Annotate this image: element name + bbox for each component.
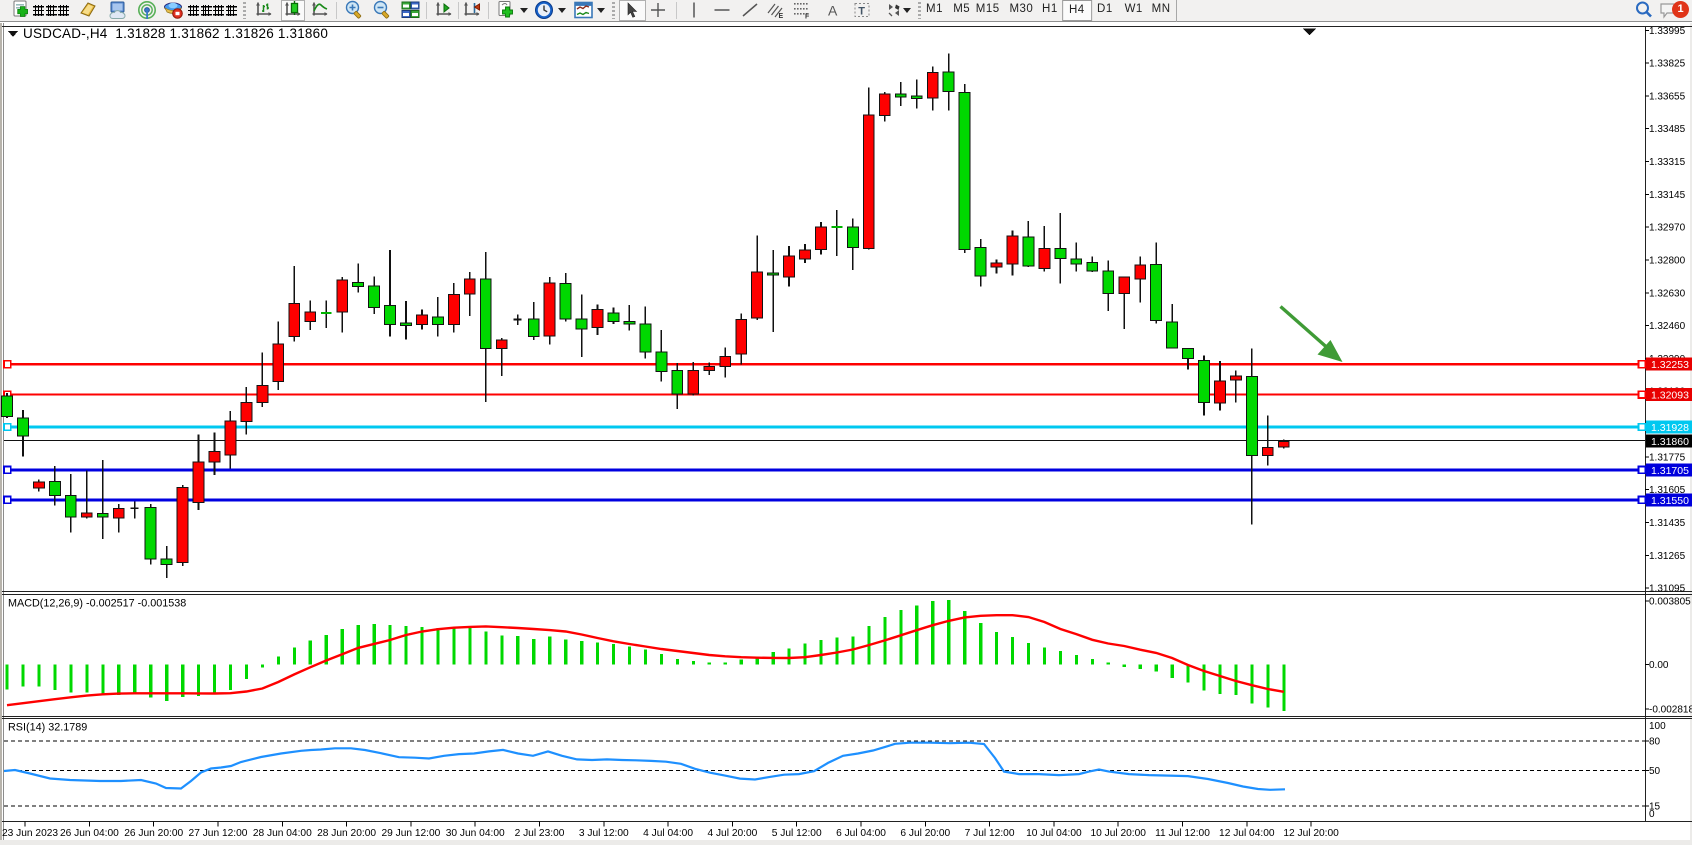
svg-text:23 Jun 2023: 23 Jun 2023 [2, 828, 58, 839]
svg-text:1.32630: 1.32630 [1649, 288, 1686, 299]
svg-text:1.33825: 1.33825 [1649, 59, 1686, 70]
svg-text:RSI(14) 32.1789: RSI(14) 32.1789 [8, 722, 87, 734]
svg-text:USDCAD-,H4 1.31828 1.31862 1.: USDCAD-,H4 1.31828 1.31862 1.31826 1.318… [23, 26, 328, 41]
svg-text:1.32970: 1.32970 [1649, 223, 1686, 234]
svg-text:1.31860: 1.31860 [1651, 436, 1689, 448]
svg-text:10 Jul 04:00: 10 Jul 04:00 [1026, 828, 1082, 839]
svg-text:100: 100 [1649, 721, 1666, 732]
svg-text:1.31265: 1.31265 [1649, 551, 1686, 562]
svg-text:1.33655: 1.33655 [1649, 91, 1686, 102]
svg-text:12 Jul 04:00: 12 Jul 04:00 [1219, 828, 1275, 839]
svg-text:1.32093: 1.32093 [1651, 390, 1689, 402]
svg-text:1.31095: 1.31095 [1649, 584, 1686, 595]
svg-text:1.32460: 1.32460 [1649, 321, 1686, 332]
svg-text:29 Jun 12:00: 29 Jun 12:00 [381, 828, 440, 839]
svg-text:1.32800: 1.32800 [1649, 256, 1686, 267]
svg-text:50: 50 [1649, 766, 1661, 777]
svg-text:1.31550: 1.31550 [1651, 495, 1689, 507]
svg-text:80: 80 [1649, 736, 1661, 747]
svg-text:0: 0 [1649, 809, 1655, 820]
svg-text:1.32253: 1.32253 [1651, 359, 1689, 371]
svg-text:1.31605: 1.31605 [1649, 485, 1686, 496]
svg-text:2 Jul 23:00: 2 Jul 23:00 [515, 828, 565, 839]
svg-text:6 Jul 20:00: 6 Jul 20:00 [900, 828, 950, 839]
svg-text:MACD(12,26,9) -0.002517 -0.001: MACD(12,26,9) -0.002517 -0.001538 [8, 598, 186, 610]
svg-text:A: A [828, 3, 838, 19]
svg-text:3 Jul 12:00: 3 Jul 12:00 [579, 828, 629, 839]
svg-text:1.31435: 1.31435 [1649, 518, 1686, 529]
svg-text:-0.002818: -0.002818 [1649, 704, 1692, 715]
svg-text:28 Jun 20:00: 28 Jun 20:00 [317, 828, 376, 839]
svg-text:26 Jun 20:00: 26 Jun 20:00 [124, 828, 183, 839]
svg-text:F: F [805, 14, 810, 21]
svg-text:5 Jul 12:00: 5 Jul 12:00 [772, 828, 822, 839]
svg-text:0.003805: 0.003805 [1649, 597, 1691, 608]
svg-text:1.31775: 1.31775 [1649, 452, 1686, 463]
svg-text:30 Jun 04:00: 30 Jun 04:00 [446, 828, 505, 839]
svg-text:28 Jun 04:00: 28 Jun 04:00 [253, 828, 312, 839]
svg-text:10 Jul 20:00: 10 Jul 20:00 [1090, 828, 1146, 839]
svg-text:1.33315: 1.33315 [1649, 157, 1686, 168]
svg-text:0.00: 0.00 [1649, 660, 1669, 671]
svg-text:7 Jul 12:00: 7 Jul 12:00 [965, 828, 1015, 839]
svg-text:E: E [779, 13, 784, 20]
svg-text:T: T [858, 6, 865, 18]
svg-text:15: 15 [1649, 802, 1661, 813]
svg-text:1.31928: 1.31928 [1651, 422, 1689, 434]
svg-text:4 Jul 20:00: 4 Jul 20:00 [707, 828, 757, 839]
svg-text:1.33485: 1.33485 [1649, 124, 1686, 135]
svg-text:1.33995: 1.33995 [1649, 26, 1686, 37]
svg-text:1.33145: 1.33145 [1649, 190, 1686, 201]
svg-text:4 Jul 04:00: 4 Jul 04:00 [643, 828, 693, 839]
svg-text:11 Jul 12:00: 11 Jul 12:00 [1155, 828, 1210, 839]
svg-text:6 Jul 04:00: 6 Jul 04:00 [836, 828, 886, 839]
svg-text:27 Jun 12:00: 27 Jun 12:00 [189, 828, 248, 839]
svg-text:12 Jul 20:00: 12 Jul 20:00 [1283, 828, 1339, 839]
svg-text:26 Jun 04:00: 26 Jun 04:00 [60, 828, 119, 839]
svg-text:1.31705: 1.31705 [1651, 465, 1689, 477]
